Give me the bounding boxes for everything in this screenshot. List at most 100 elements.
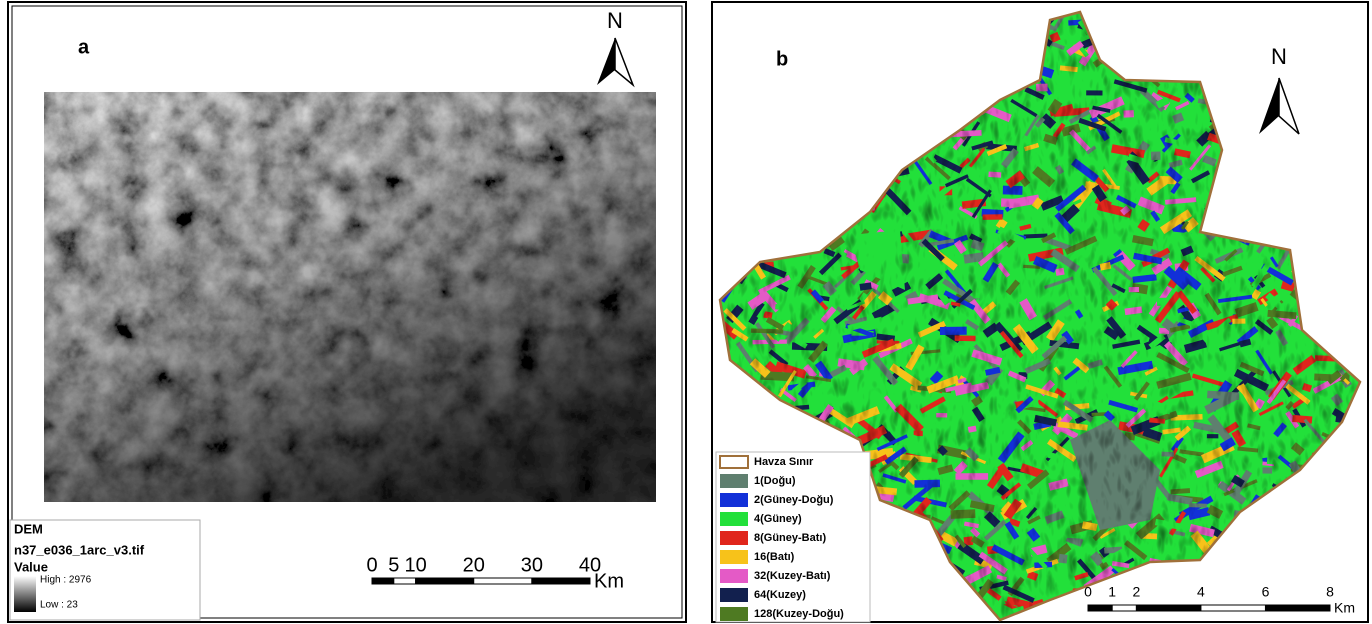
aspect-cell xyxy=(1274,557,1288,570)
aspect-cell xyxy=(778,208,801,221)
aspect-cell xyxy=(1343,295,1357,311)
aspect-cell xyxy=(1341,340,1357,347)
legend-swatch xyxy=(720,512,748,526)
aspect-cell xyxy=(1287,128,1318,150)
aspect-cell xyxy=(823,170,834,179)
aspect-cell xyxy=(1326,116,1351,140)
aspect-cell xyxy=(930,92,959,100)
panel-label: b xyxy=(776,48,788,70)
aspect-cell xyxy=(1289,34,1320,54)
aspect-cell xyxy=(1319,25,1337,44)
scale-label: 30 xyxy=(521,554,543,576)
aspect-cell xyxy=(803,142,817,158)
aspect-cell xyxy=(1294,538,1319,573)
aspect-cell xyxy=(919,27,931,35)
aspect-cell xyxy=(882,589,907,609)
aspect-cell xyxy=(1193,49,1209,64)
aspect-cell xyxy=(908,554,930,562)
aspect-cell xyxy=(872,587,900,605)
aspect-cell xyxy=(842,165,858,176)
legend-label: 16(Batı) xyxy=(754,551,795,563)
aspect-cell xyxy=(1241,537,1265,545)
aspect-cell xyxy=(1217,579,1247,602)
aspect-cell xyxy=(1248,223,1259,233)
aspect-cell xyxy=(957,53,978,67)
aspect-cell xyxy=(1175,55,1191,71)
aspect-cell xyxy=(875,601,907,616)
aspect-cell xyxy=(1006,65,1018,79)
aspect-cell xyxy=(1250,563,1263,576)
aspect-cell xyxy=(1247,198,1266,222)
legend-high: High : 2976 xyxy=(40,575,92,586)
aspect-cell xyxy=(718,268,734,281)
aspect-cell xyxy=(1344,345,1355,357)
aspect-cell xyxy=(1337,564,1356,572)
aspect-cell xyxy=(827,92,839,101)
aspect-cell xyxy=(1127,47,1150,65)
aspect-cell xyxy=(1340,68,1356,77)
aspect-cell xyxy=(801,104,824,110)
legend-label: 4(Güney) xyxy=(754,513,802,525)
aspect-cell xyxy=(915,583,928,595)
scale-label: 0 xyxy=(1084,584,1092,600)
aspect-cell xyxy=(966,7,999,28)
aspect-cell xyxy=(1208,86,1225,104)
aspect-cell xyxy=(959,56,984,75)
aspect-cell xyxy=(858,85,868,89)
aspect-cell xyxy=(1249,6,1277,29)
aspect-cell xyxy=(1343,574,1365,580)
aspect-cell xyxy=(792,149,803,160)
aspect-cell xyxy=(731,123,757,142)
aspect-cell xyxy=(745,121,772,138)
scale-segment xyxy=(1201,605,1266,611)
aspect-cell xyxy=(874,97,885,108)
aspect-cell xyxy=(997,75,1010,82)
aspect-cell xyxy=(765,109,777,121)
aspect-cell xyxy=(766,415,779,428)
aspect-cell xyxy=(781,93,812,119)
aspect-cell xyxy=(804,29,834,40)
aspect-cell xyxy=(1167,573,1198,592)
aspect-cell xyxy=(1316,281,1347,312)
aspect-cell xyxy=(734,169,763,190)
scale-bar: 0510203040Km xyxy=(366,554,624,592)
aspect-cell xyxy=(717,400,740,427)
aspect-cell xyxy=(787,24,803,39)
scale-segment xyxy=(1136,605,1201,611)
aspect-cell xyxy=(1307,65,1327,83)
scale-label: 4 xyxy=(1197,584,1205,600)
aspect-cell xyxy=(741,159,764,181)
aspect-cell xyxy=(1350,357,1362,370)
aspect-cell xyxy=(1333,497,1352,518)
aspect-cell xyxy=(1223,185,1250,200)
aspect-cell xyxy=(1311,279,1337,301)
scale-segment xyxy=(474,578,532,584)
aspect-cell xyxy=(814,121,826,134)
aspect-cell xyxy=(1216,563,1233,583)
aspect-cell xyxy=(747,164,770,180)
aspect-cell xyxy=(1113,14,1122,24)
aspect-cell xyxy=(1296,71,1314,78)
panel-label: a xyxy=(78,36,90,58)
aspect-cell xyxy=(1333,142,1363,165)
aspect-cell xyxy=(800,420,809,428)
legend-swatch xyxy=(720,493,748,507)
aspect-cell xyxy=(1358,417,1372,426)
aspect-cell xyxy=(733,45,745,59)
scale-label: 5 xyxy=(388,554,399,576)
aspect-cell xyxy=(1215,590,1230,597)
aspect-cell xyxy=(982,12,991,23)
aspect-cell xyxy=(830,171,853,185)
aspect-cell xyxy=(831,48,848,67)
aspect-cell xyxy=(1299,122,1331,146)
legend-swatch xyxy=(720,588,748,602)
aspect-cell xyxy=(1304,147,1330,175)
aspect-cell xyxy=(1353,355,1372,362)
aspect-cell xyxy=(970,54,1003,76)
aspect-cell xyxy=(895,39,908,49)
aspect-cell xyxy=(894,525,906,534)
aspect-cell xyxy=(716,207,743,230)
aspect-cell xyxy=(1330,529,1351,557)
aspect-cell xyxy=(826,197,844,223)
